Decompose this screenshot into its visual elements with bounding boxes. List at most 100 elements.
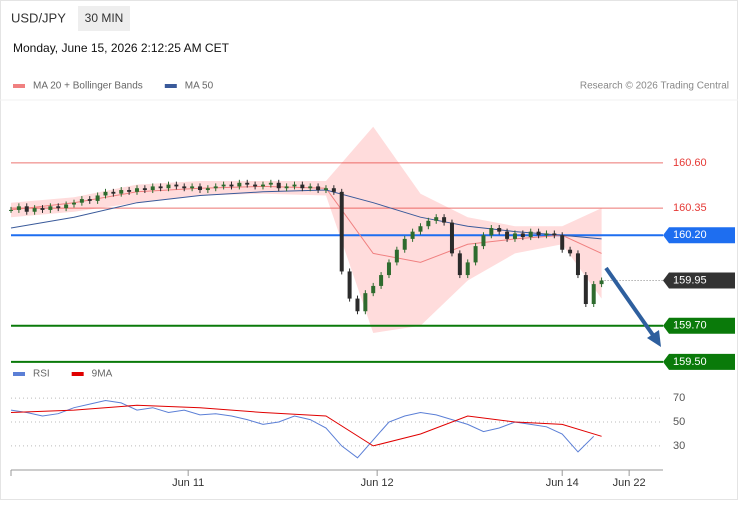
candle — [512, 233, 517, 239]
candle — [394, 249, 399, 263]
candle — [229, 184, 234, 187]
candle — [205, 188, 210, 191]
level-tag — [663, 317, 735, 334]
y-tick-label: 50 — [673, 416, 685, 428]
candle — [166, 184, 171, 189]
candle — [402, 238, 407, 250]
level-label: 159.95 — [673, 274, 707, 286]
level-label: 160.35 — [673, 202, 707, 214]
x-tick-label: Jun 12 — [361, 477, 394, 489]
candle — [237, 182, 242, 187]
candle — [253, 184, 258, 187]
level-tag — [663, 353, 735, 370]
legend-label: MA 20 + Bollinger Bands — [33, 81, 143, 92]
candle — [292, 184, 297, 187]
timeframe: 30 MIN — [85, 11, 124, 25]
level-label: 160.20 — [673, 229, 707, 241]
rsi-line — [10, 399, 595, 459]
candle — [316, 186, 321, 191]
level-label: 159.70 — [673, 320, 707, 332]
candle — [568, 249, 573, 254]
level-label: 159.50 — [673, 356, 707, 368]
y-tick-label: 30 — [673, 440, 685, 452]
candle — [434, 217, 439, 221]
candle — [245, 182, 250, 185]
candle — [174, 184, 179, 187]
candle — [308, 186, 313, 189]
candle — [87, 199, 92, 201]
level-tag — [663, 272, 735, 289]
candle — [64, 204, 69, 209]
candle — [119, 190, 124, 194]
candle — [426, 220, 431, 227]
rsi-panel: RSI 9MA 30 50 70 Jun 11 Jun 12 Jun 14 Jun 22 — [10, 369, 685, 489]
candle — [355, 298, 360, 312]
candle — [158, 186, 163, 189]
candle — [536, 231, 541, 236]
legend-label: MA 50 — [185, 81, 214, 92]
candle — [386, 262, 391, 276]
candle — [221, 184, 226, 187]
datetime: Monday, June 15, 2026 2:12:25 AM CET — [13, 41, 230, 55]
candle — [32, 208, 37, 212]
candle — [331, 188, 336, 192]
candle — [339, 191, 344, 272]
candle — [560, 235, 565, 250]
candle — [111, 191, 116, 194]
candle — [520, 233, 525, 238]
candle — [103, 191, 108, 196]
legend-swatch — [71, 372, 84, 376]
candle — [489, 228, 494, 236]
candle — [465, 262, 470, 276]
candle — [71, 202, 76, 205]
candle — [379, 275, 384, 286]
candle — [268, 182, 273, 185]
candle — [457, 253, 462, 276]
candle — [276, 182, 281, 189]
candle — [16, 206, 21, 210]
candle — [260, 184, 265, 187]
y-tick-label: 70 — [673, 392, 685, 404]
candle — [371, 285, 376, 294]
candle — [95, 195, 100, 201]
candle — [323, 188, 328, 191]
candle — [300, 184, 305, 189]
candle — [79, 199, 84, 203]
price-panel: MA 20 + Bollinger Bands MA 50 160.60 160.35… — [9, 81, 735, 370]
candle — [442, 217, 447, 223]
candle — [599, 280, 604, 285]
candle — [481, 235, 486, 247]
candle — [575, 253, 580, 276]
level-label: 160.60 — [673, 157, 707, 169]
candle — [505, 231, 510, 239]
candle — [127, 190, 132, 192]
symbol: USD/JPY — [11, 10, 66, 25]
candle — [591, 284, 596, 305]
candle — [528, 231, 533, 238]
legend-swatch — [164, 84, 177, 88]
candle — [190, 186, 195, 189]
candle — [347, 271, 352, 299]
candle — [142, 188, 147, 191]
forecast-arrow — [604, 266, 657, 340]
candle — [363, 293, 368, 312]
level-tag — [663, 227, 735, 244]
timeframe-badge — [78, 6, 130, 31]
forecast-arrowhead — [647, 330, 661, 347]
x-tick-label: Jun 22 — [613, 477, 646, 489]
credit: Research © 2026 Trading Central — [580, 81, 729, 92]
candle — [56, 206, 61, 209]
candle — [284, 186, 289, 189]
candle — [24, 206, 29, 212]
candle — [552, 233, 557, 236]
legend-swatch — [13, 84, 25, 88]
candle — [9, 209, 13, 211]
legend-label: 9MA — [92, 369, 113, 380]
candle — [182, 186, 187, 189]
legend-swatch — [13, 372, 25, 376]
candle — [134, 188, 139, 192]
x-tick-label: Jun 11 — [172, 477, 204, 489]
candle — [410, 231, 415, 239]
rsi-line — [10, 404, 602, 447]
